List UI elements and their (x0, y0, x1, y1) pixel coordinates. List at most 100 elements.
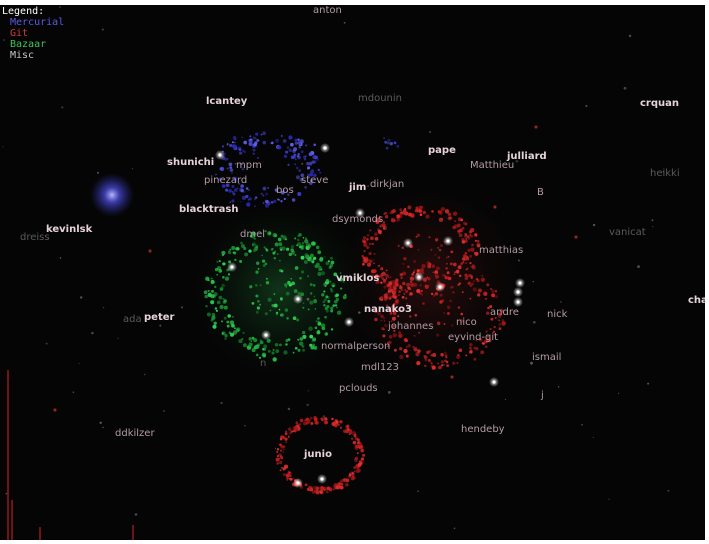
particle (470, 247, 475, 252)
particle (302, 334, 307, 339)
particle (285, 430, 288, 433)
particle (308, 257, 313, 262)
particle (439, 293, 443, 297)
particle (212, 324, 217, 329)
misc-dot (287, 407, 291, 411)
particle (293, 153, 297, 157)
particle (396, 214, 401, 218)
particle (395, 280, 399, 284)
particle (481, 274, 484, 277)
misc-dot (581, 423, 583, 426)
particle (470, 265, 473, 268)
particle (458, 228, 463, 233)
particle (296, 244, 298, 247)
particle (424, 364, 427, 368)
particle (252, 136, 256, 140)
misc-dot (91, 331, 94, 335)
particle (467, 248, 471, 252)
node-label: hendeby (461, 424, 505, 435)
particle (415, 236, 418, 238)
particle (431, 210, 434, 213)
particle (241, 136, 244, 139)
particle (210, 300, 215, 305)
particle (278, 460, 283, 465)
particle (287, 193, 290, 196)
particle (231, 172, 233, 174)
particle (246, 202, 251, 207)
particle (453, 224, 459, 229)
particle (476, 244, 481, 248)
particle (400, 310, 402, 312)
particle (330, 288, 333, 291)
misc-dot (277, 198, 280, 201)
particle (309, 334, 314, 339)
particle (409, 294, 411, 296)
particle (474, 233, 478, 237)
particle (304, 239, 309, 244)
particle (387, 345, 390, 348)
misc-dot (585, 104, 588, 108)
misc-dot (441, 364, 444, 367)
particle (386, 304, 388, 307)
particle (270, 200, 274, 204)
particle (235, 328, 240, 333)
particle (351, 437, 354, 440)
particle (251, 302, 255, 305)
particle (294, 237, 297, 240)
particle (300, 173, 305, 178)
particle (342, 295, 347, 300)
particle (414, 313, 418, 317)
particle (383, 296, 388, 301)
particle (389, 276, 392, 279)
particle (294, 158, 297, 161)
particle (460, 218, 464, 222)
particle (282, 139, 287, 143)
particle (221, 332, 224, 335)
particle (282, 451, 284, 454)
particle (388, 340, 392, 344)
particle (282, 445, 286, 448)
node-label: dmel (240, 229, 266, 240)
particle (458, 348, 463, 353)
particle (274, 234, 278, 238)
particle (241, 149, 245, 152)
particle (288, 252, 292, 257)
particle (390, 320, 393, 323)
particle (317, 317, 320, 320)
particle (319, 490, 323, 494)
particle (323, 303, 326, 307)
particle (251, 235, 256, 239)
particle (380, 314, 384, 319)
particle (257, 156, 259, 159)
particle (501, 321, 506, 326)
particle (368, 259, 373, 264)
particle (234, 138, 237, 141)
particle (300, 255, 305, 260)
particle (444, 354, 448, 358)
particle (278, 308, 281, 311)
particle (312, 343, 316, 347)
particle (355, 445, 359, 449)
particle (229, 166, 233, 169)
particle (243, 190, 246, 193)
particle (311, 160, 315, 164)
particle (383, 213, 386, 215)
particle (324, 332, 329, 336)
particle (286, 476, 289, 480)
particle (289, 474, 292, 478)
particle (398, 331, 401, 334)
misc-dot (131, 168, 133, 170)
particle (308, 326, 313, 331)
particle (271, 304, 275, 308)
particle (241, 167, 245, 171)
particle (378, 275, 381, 278)
particle (325, 295, 329, 299)
particle (219, 287, 224, 291)
particle (297, 348, 301, 352)
particle (393, 141, 397, 145)
particle (469, 233, 472, 237)
particle (449, 262, 453, 266)
particle (284, 308, 289, 312)
particle (413, 269, 416, 272)
particle (221, 283, 225, 288)
